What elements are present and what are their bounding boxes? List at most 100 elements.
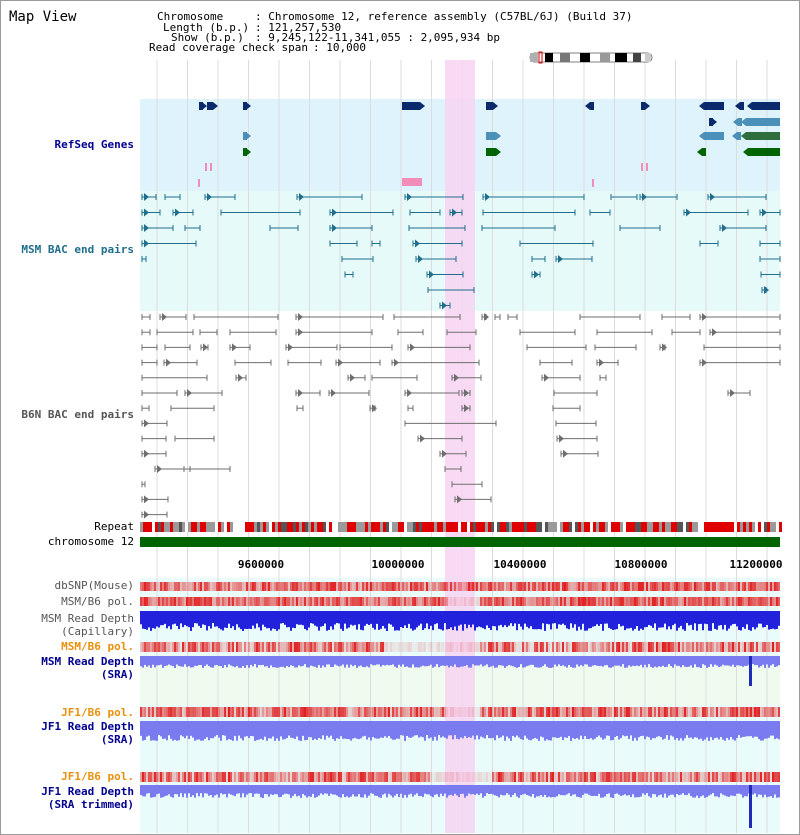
heat-cell bbox=[302, 772, 304, 782]
heat-cell bbox=[392, 707, 394, 717]
heat-cell bbox=[238, 597, 240, 606]
track-label-b6n-bac[interactable]: B6N BAC end pairs bbox=[21, 408, 134, 421]
heat-cell bbox=[424, 597, 426, 606]
heat-cell bbox=[184, 707, 186, 717]
heat-cell bbox=[514, 772, 516, 782]
depth-bar bbox=[558, 721, 560, 738]
heat-cell bbox=[748, 707, 750, 717]
heat-cell bbox=[774, 582, 776, 591]
heat-cell bbox=[612, 597, 614, 606]
chromosome-ideogram-icon[interactable] bbox=[529, 51, 653, 64]
track-label-repeat: Repeat bbox=[94, 520, 134, 533]
depth-bar bbox=[390, 721, 392, 739]
heat-cell bbox=[364, 582, 366, 591]
track-label-msm-bac[interactable]: MSM BAC end pairs bbox=[21, 243, 134, 256]
repeat-segment bbox=[320, 522, 323, 532]
b6n-pair-arrow bbox=[298, 389, 303, 397]
heat-cell bbox=[604, 707, 606, 717]
heat-cell bbox=[644, 707, 646, 717]
heat-cell bbox=[296, 642, 298, 652]
heat-cell bbox=[628, 772, 630, 782]
heat-cell bbox=[642, 642, 644, 652]
depth-bar bbox=[306, 785, 308, 798]
msm-bac-track[interactable] bbox=[141, 193, 781, 310]
depth-bar bbox=[270, 785, 272, 795]
depth-bar bbox=[486, 656, 488, 665]
repeat-track[interactable] bbox=[140, 522, 782, 532]
depth-bar bbox=[366, 721, 368, 740]
depth-bar bbox=[706, 611, 708, 625]
heat-cell bbox=[464, 707, 466, 717]
heat-cell bbox=[198, 597, 200, 606]
depth-bar bbox=[322, 721, 324, 736]
depth-bar bbox=[214, 721, 216, 737]
heat-cell bbox=[560, 642, 562, 652]
depth-bar bbox=[530, 611, 532, 627]
heat-cell bbox=[470, 772, 472, 782]
ideogram-band bbox=[645, 53, 651, 62]
heat-tracks[interactable] bbox=[140, 582, 780, 782]
heat-cell bbox=[722, 707, 724, 717]
heat-cell bbox=[750, 707, 752, 717]
heat-cell bbox=[540, 582, 542, 591]
chromosome-bar[interactable] bbox=[140, 537, 780, 547]
depth-bar bbox=[298, 656, 300, 666]
depth-bar bbox=[198, 785, 200, 797]
depth-bar bbox=[210, 785, 212, 795]
heat-cell bbox=[426, 772, 428, 782]
heat-cell bbox=[714, 582, 716, 591]
repeat-segment bbox=[359, 522, 362, 532]
track-label-refseq[interactable]: RefSeq Genes bbox=[54, 138, 134, 151]
depth-bar bbox=[554, 785, 556, 798]
depth-bar bbox=[762, 611, 764, 628]
heat-cell bbox=[342, 772, 344, 782]
depth-bar bbox=[710, 656, 712, 665]
heat-cell bbox=[740, 642, 742, 652]
heat-cell bbox=[490, 707, 492, 717]
heat-cell bbox=[434, 707, 436, 717]
depth-bar bbox=[498, 721, 500, 739]
depth-bar bbox=[564, 721, 566, 738]
heat-cell bbox=[308, 707, 310, 717]
heat-cell bbox=[184, 642, 186, 652]
heat-cell bbox=[748, 642, 750, 652]
depth-bar bbox=[634, 785, 636, 798]
repeat-segment bbox=[509, 522, 512, 532]
depth-bar bbox=[396, 785, 398, 794]
heat-cell bbox=[160, 597, 162, 606]
depth-bar bbox=[602, 785, 604, 798]
depth-bar bbox=[218, 785, 220, 798]
depth-bar bbox=[240, 721, 242, 739]
heat-cell bbox=[706, 642, 708, 652]
repeat-segment bbox=[632, 522, 635, 532]
depth-bar bbox=[484, 721, 486, 739]
track-label-chromosome: chromosome 12 bbox=[47, 535, 134, 548]
heat-cell bbox=[392, 642, 394, 652]
depth-bar bbox=[170, 611, 172, 630]
depth-bar bbox=[290, 785, 292, 798]
depth-bar bbox=[740, 721, 742, 738]
heat-cell bbox=[288, 597, 290, 606]
heat-cell bbox=[200, 642, 202, 652]
heat-cell bbox=[278, 772, 280, 782]
heat-cell bbox=[700, 772, 702, 782]
heat-cell bbox=[514, 707, 516, 717]
depth-bar bbox=[180, 656, 182, 667]
heat-cell bbox=[200, 707, 202, 717]
heat-cell bbox=[436, 772, 438, 782]
refseq-genes-track[interactable] bbox=[198, 102, 780, 187]
heat-cell bbox=[734, 772, 736, 782]
b6n-bac-track[interactable] bbox=[141, 313, 781, 519]
highlight-region[interactable] bbox=[445, 60, 475, 833]
depth-bar bbox=[594, 611, 596, 627]
heat-cell bbox=[702, 597, 704, 606]
depth-tracks[interactable] bbox=[140, 611, 780, 828]
heat-cell bbox=[190, 772, 192, 782]
depth-bar bbox=[334, 656, 336, 665]
heat-cell bbox=[530, 642, 532, 652]
depth-bar bbox=[274, 785, 276, 795]
heat-cell bbox=[542, 597, 544, 606]
depth-bar bbox=[544, 656, 546, 665]
heat-cell bbox=[634, 772, 636, 782]
